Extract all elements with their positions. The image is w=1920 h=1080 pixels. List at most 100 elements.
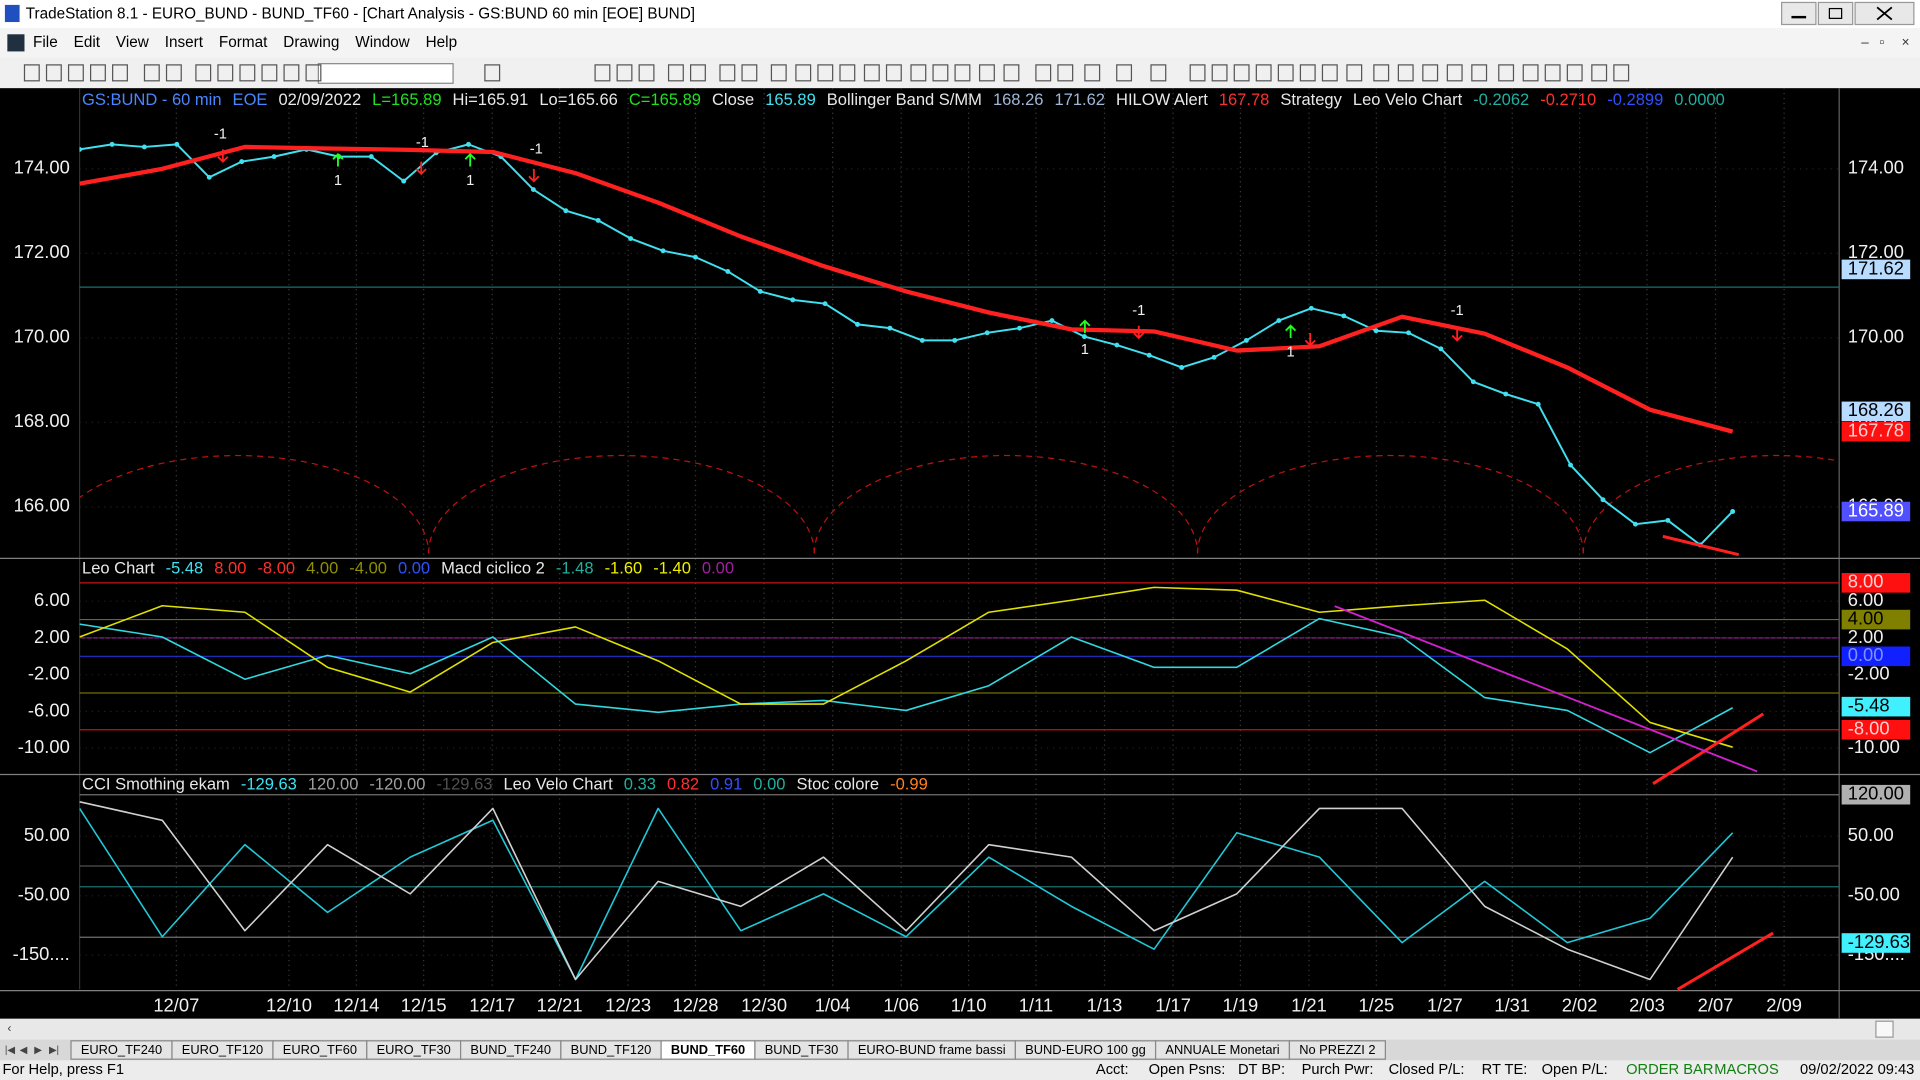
tab-label[interactable]: EURO_TF60 (283, 1042, 357, 1057)
toolbar-button[interactable] (770, 64, 787, 82)
pane-header-item: Leo Velo Chart (1353, 90, 1463, 109)
scroll-thumb[interactable] (1875, 1020, 1894, 1038)
toolbar-button[interactable] (1373, 64, 1390, 82)
toolbar-button[interactable] (885, 64, 902, 82)
scrollbar[interactable] (0, 1018, 1920, 1040)
toolbar-button[interactable] (1035, 64, 1052, 82)
menu-item[interactable]: Drawing (283, 34, 339, 51)
menu-item[interactable]: View (116, 34, 150, 51)
menu-item[interactable]: Edit (74, 34, 101, 51)
toolbar-button[interactable] (45, 64, 62, 82)
toolbar-button[interactable] (1346, 64, 1363, 82)
toolbar-button[interactable] (1446, 64, 1463, 82)
toolbar-button[interactable] (195, 64, 212, 82)
toolbar-button[interactable] (23, 64, 40, 82)
toolbar-button[interactable] (165, 64, 182, 82)
toolbar-button[interactable] (239, 64, 256, 82)
toolbar-button[interactable] (484, 64, 501, 82)
toolbar-button[interactable] (217, 64, 234, 82)
menu-item[interactable]: File (33, 34, 58, 51)
toolbar-button[interactable] (1566, 64, 1583, 82)
tab-label[interactable]: EURO_TF120 (182, 1042, 263, 1057)
minimize-button[interactable] (1781, 1, 1817, 26)
menu-item[interactable]: Help (426, 34, 457, 51)
toolbar-button[interactable] (719, 64, 736, 82)
toolbar-button[interactable] (795, 64, 812, 82)
tab-nav[interactable]: ◀ (20, 1045, 28, 1056)
tab-label[interactable]: EURO_TF30 (377, 1042, 451, 1057)
toolbar-button[interactable] (1084, 64, 1101, 82)
tab-nav[interactable]: ▶| (49, 1045, 59, 1056)
tab-label[interactable]: No PREZZI 2 (1299, 1042, 1375, 1057)
toolbar-button[interactable] (90, 64, 106, 82)
toolbar-button[interactable] (954, 64, 971, 82)
toolbar-button[interactable] (839, 64, 856, 82)
toolbar-button[interactable] (1003, 64, 1020, 82)
axis-marker-label: 4.00 (1848, 607, 1884, 628)
tab-label[interactable]: BUND-EURO 100 gg (1025, 1042, 1146, 1057)
tab-label[interactable]: BUND_TF30 (765, 1042, 839, 1057)
price-dot (1017, 325, 1022, 331)
mdi-controls[interactable]: – ▫ × (1861, 34, 1909, 49)
toolbar-button[interactable] (690, 64, 706, 82)
toolbar-button[interactable] (305, 64, 322, 82)
toolbar-button[interactable] (638, 64, 655, 82)
menu-item[interactable]: Window (355, 34, 410, 51)
tab-label[interactable]: EURO-BUND frame bassi (858, 1042, 1006, 1057)
toolbar-button[interactable] (1591, 64, 1608, 82)
toolbar-button[interactable] (741, 64, 758, 82)
toolbar-button[interactable] (1613, 64, 1630, 82)
scroll-left[interactable]: ‹ (7, 1021, 11, 1035)
toolbar-button[interactable] (1471, 64, 1488, 82)
toolbar-button[interactable] (1233, 64, 1250, 82)
tab-nav[interactable]: |◀ (5, 1045, 16, 1056)
toolbar-button[interactable] (261, 64, 278, 82)
toolbar-button[interactable] (1116, 64, 1133, 82)
symbol-dropdown[interactable] (317, 63, 454, 84)
toolbar-button[interactable] (1321, 64, 1338, 82)
toolbar-button[interactable] (863, 64, 880, 82)
window-controls[interactable] (1781, 1, 1915, 26)
toolbar-button[interactable] (1189, 64, 1206, 82)
toolbar-button[interactable] (616, 64, 633, 82)
toolbar-button[interactable] (594, 64, 611, 82)
toolbar-button[interactable] (112, 64, 128, 82)
toolbar-button[interactable] (1211, 64, 1228, 82)
pane-header-item: EOE (233, 90, 268, 109)
window-title: TradeStation 8.1 - EURO_BUND - BUND_TF60… (26, 6, 695, 23)
tab-label[interactable]: EURO_TF240 (81, 1042, 162, 1057)
series-line (79, 144, 1734, 434)
pane-header-item: 168.26 (993, 90, 1044, 109)
toolbar-button[interactable] (283, 64, 300, 82)
toolbar-button[interactable] (817, 64, 834, 82)
menu-item[interactable]: Insert (165, 34, 204, 51)
tab-label[interactable]: ANNUALE Monetari (1165, 1042, 1279, 1057)
toolbar-button[interactable] (1299, 64, 1316, 82)
toolbar-button[interactable] (1498, 64, 1515, 82)
toolbar-button[interactable] (1150, 64, 1167, 82)
toolbar-button[interactable] (1422, 64, 1439, 82)
tab-nav[interactable]: ▶ (34, 1045, 42, 1056)
tab-label[interactable]: BUND_TF120 (571, 1042, 652, 1057)
toolbar-button[interactable] (1397, 64, 1414, 82)
toolbar-button[interactable] (932, 64, 949, 82)
pane-header-item: -0.99 (890, 774, 928, 793)
restore-button[interactable] (1817, 1, 1854, 26)
tab-label[interactable]: BUND_TF240 (470, 1042, 551, 1057)
toolbar-button[interactable] (1522, 64, 1539, 82)
y-tick-label: 6.00 (1848, 589, 1884, 610)
toolbar-button[interactable] (143, 64, 160, 82)
toolbar-button[interactable] (1544, 64, 1561, 82)
menu-item[interactable]: Format (219, 34, 268, 51)
toolbar-button[interactable] (978, 64, 995, 82)
tab-label[interactable]: BUND_TF60 (671, 1042, 745, 1057)
tab[interactable] (1288, 1040, 1386, 1060)
toolbar-button[interactable] (1255, 64, 1272, 82)
toolbar-button[interactable] (1277, 64, 1294, 82)
trend-line (1652, 712, 1765, 785)
toolbar-button[interactable] (667, 64, 684, 82)
toolbar-button[interactable] (1057, 64, 1074, 82)
toolbar-button[interactable] (67, 64, 84, 82)
toolbar-button[interactable] (910, 64, 927, 82)
